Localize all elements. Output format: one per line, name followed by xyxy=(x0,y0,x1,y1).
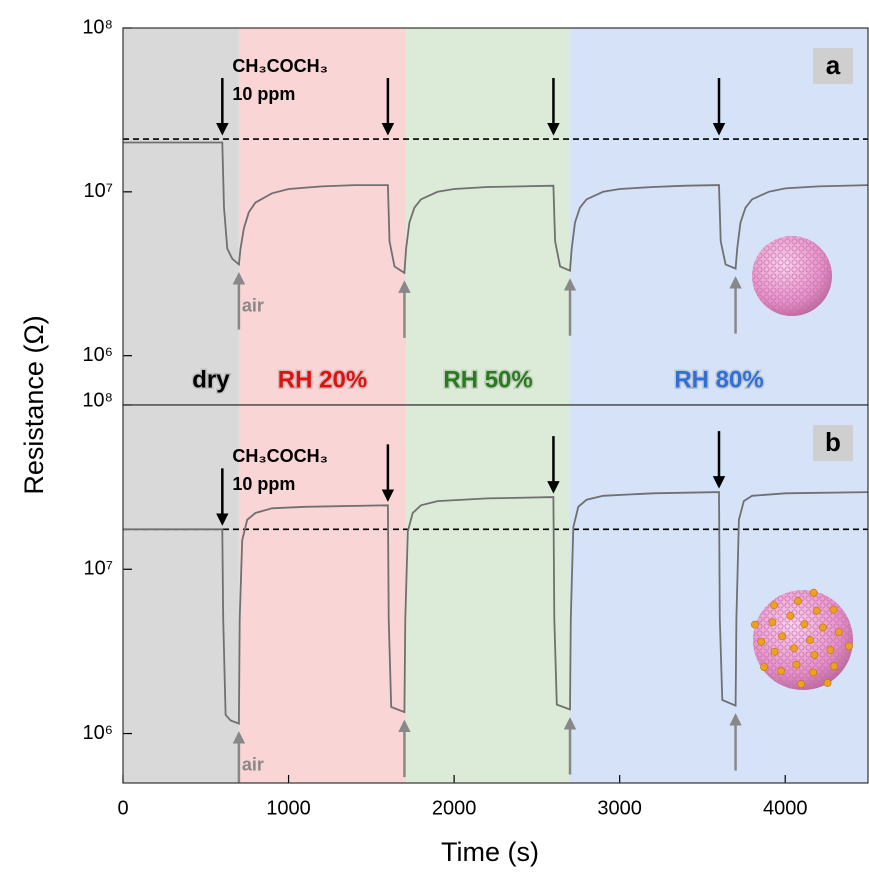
concentration-label: 10 ppm xyxy=(232,84,295,104)
surface-dopant xyxy=(794,597,801,604)
x-tick-label: 0 xyxy=(117,797,128,819)
air-label: air xyxy=(242,295,264,315)
surface-dopant xyxy=(777,668,784,675)
x-axis-label: Time (s) xyxy=(441,837,539,867)
x-tick-label: 1000 xyxy=(266,797,311,819)
air-label: air xyxy=(242,754,264,774)
surface-dopant xyxy=(810,669,817,676)
y-tick-label: 10⁶ xyxy=(83,722,113,744)
surface-dopant xyxy=(760,663,767,670)
region-label: RH 50% xyxy=(443,366,532,393)
surface-dopant xyxy=(797,681,804,688)
surface-dopant xyxy=(813,607,820,614)
x-tick-label: 3000 xyxy=(597,797,642,819)
surface-dopant xyxy=(845,643,852,650)
concentration-label: 10 ppm xyxy=(232,474,295,494)
y-tick-label: 10⁶ xyxy=(83,344,113,366)
surface-dopant xyxy=(824,679,831,686)
surface-dopant xyxy=(771,648,778,655)
y-tick-label: 10⁷ xyxy=(84,558,113,580)
x-tick-label: 2000 xyxy=(432,797,477,819)
region-label: RH 80% xyxy=(674,366,763,393)
humidity-region xyxy=(406,405,570,783)
figure: CH₃COCH₃ 10 ppm air a dry RH 20% RH 50% RH 80% 1… xyxy=(0,0,869,876)
panel-label: b xyxy=(825,427,841,457)
x-tick-label: 4000 xyxy=(763,797,808,819)
particle-texture xyxy=(752,236,832,316)
particle-texture xyxy=(753,590,853,690)
panel-label: a xyxy=(826,50,841,80)
surface-dopant xyxy=(827,646,834,653)
surface-dopant xyxy=(779,633,786,640)
y-tick-label: 10⁷ xyxy=(84,180,113,202)
plots: CH₃COCH₃ 10 ppm air a dry RH 20% RH 50% RH 80% 1… xyxy=(82,16,868,819)
surface-dopant xyxy=(787,612,794,619)
surface-dopant xyxy=(810,589,817,596)
surface-dopant xyxy=(793,661,800,668)
humidity-region xyxy=(406,28,570,405)
y-tick-label: 10⁸ xyxy=(82,16,113,38)
surface-dopant xyxy=(770,602,777,609)
y-axis-label: Resistance (Ω) xyxy=(19,315,49,494)
nanoparticle-illustration xyxy=(752,236,832,316)
page: {"axis_labels": {"x": "Time (s)", "y": "… xyxy=(0,0,869,876)
surface-dopant xyxy=(790,645,797,652)
humidity-region xyxy=(123,405,239,783)
surface-dopant xyxy=(758,638,765,645)
surface-dopant xyxy=(830,606,837,613)
surface-dopant xyxy=(811,651,818,658)
surface-dopant xyxy=(751,621,758,628)
surface-dopant xyxy=(830,663,837,670)
gas-label: CH₃COCH₃ xyxy=(232,56,328,76)
surface-dopant xyxy=(801,621,808,628)
region-label: RH 20% xyxy=(278,366,367,393)
y-tick-label: 10⁸ xyxy=(82,389,113,411)
surface-dopant xyxy=(769,619,776,626)
region-label: dry xyxy=(192,366,230,393)
gas-label: CH₃COCH₃ xyxy=(232,446,328,466)
surface-dopant xyxy=(835,629,842,636)
surface-dopant xyxy=(819,624,826,631)
surface-dopant xyxy=(806,636,813,643)
